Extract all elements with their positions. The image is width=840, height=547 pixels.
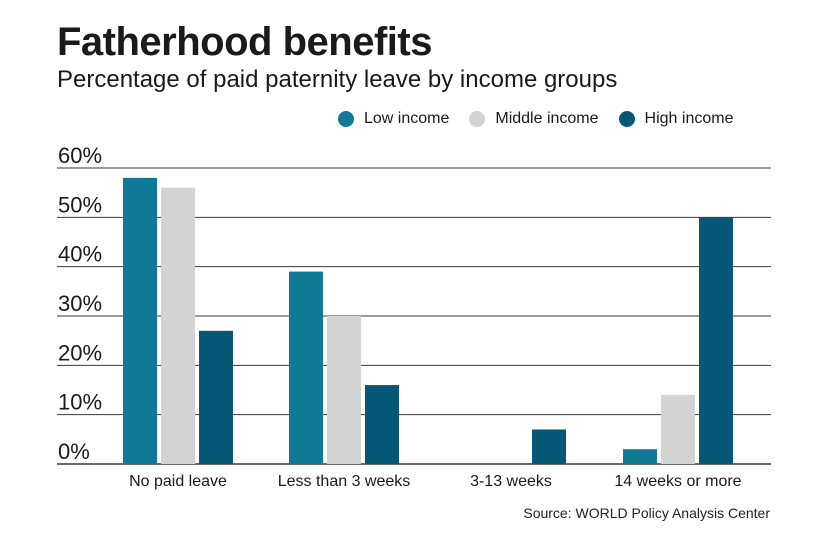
- bar-low-income: [289, 271, 323, 464]
- bar-high-income: [365, 385, 399, 464]
- bars: [123, 177, 733, 464]
- legend-item-low-income: Low income: [338, 110, 449, 128]
- y-tick-label: 0%: [58, 439, 90, 464]
- legend: Low income Middle income High income: [338, 110, 733, 128]
- y-tick-label: 40%: [58, 242, 102, 267]
- bar-low-income: [123, 177, 157, 464]
- bar-high-income: [199, 330, 233, 464]
- y-tick-labels: 0% 10% 20% 30% 40% 50% 60%: [58, 143, 102, 464]
- bar-high-income: [699, 217, 733, 464]
- legend-swatch-low-income: [338, 111, 354, 127]
- y-tick-label: 60%: [58, 143, 102, 168]
- legend-label-high-income: High income: [644, 110, 734, 127]
- bar-middle-income: [661, 394, 695, 464]
- chart-subtitle: Percentage of paid paternity leave by in…: [57, 66, 618, 93]
- legend-swatch-middle-income: [469, 111, 486, 127]
- x-tick-label: 3-13 weeks: [470, 473, 552, 490]
- source-note: Source: WORLD Policy Analysis Center: [523, 505, 770, 521]
- legend-label-low-income: Low income: [364, 110, 450, 127]
- bar-high-income: [532, 429, 566, 464]
- bar-middle-income: [161, 187, 195, 464]
- x-tick-label: No paid leave: [129, 473, 227, 490]
- legend-label-middle-income: Middle income: [495, 110, 599, 127]
- legend-swatch-high-income: [618, 111, 635, 127]
- bar-middle-income: [327, 316, 361, 464]
- x-tick-label: Less than 3 weeks: [278, 473, 411, 490]
- legend-item-middle-income: Middle income: [469, 110, 599, 128]
- x-tick-label: 14 weeks or more: [614, 473, 741, 490]
- y-tick-label: 20%: [58, 340, 102, 365]
- y-tick-label: 50%: [58, 192, 102, 217]
- chart-title: Fatherhood benefits: [57, 20, 432, 64]
- x-tick-labels: No paid leave Less than 3 weeks 3-13 weeks…: [129, 473, 742, 490]
- bar-low-income: [623, 449, 657, 464]
- y-tick-label: 30%: [58, 291, 102, 316]
- y-tick-label: 10%: [58, 390, 102, 415]
- legend-item-high-income: High income: [618, 110, 734, 128]
